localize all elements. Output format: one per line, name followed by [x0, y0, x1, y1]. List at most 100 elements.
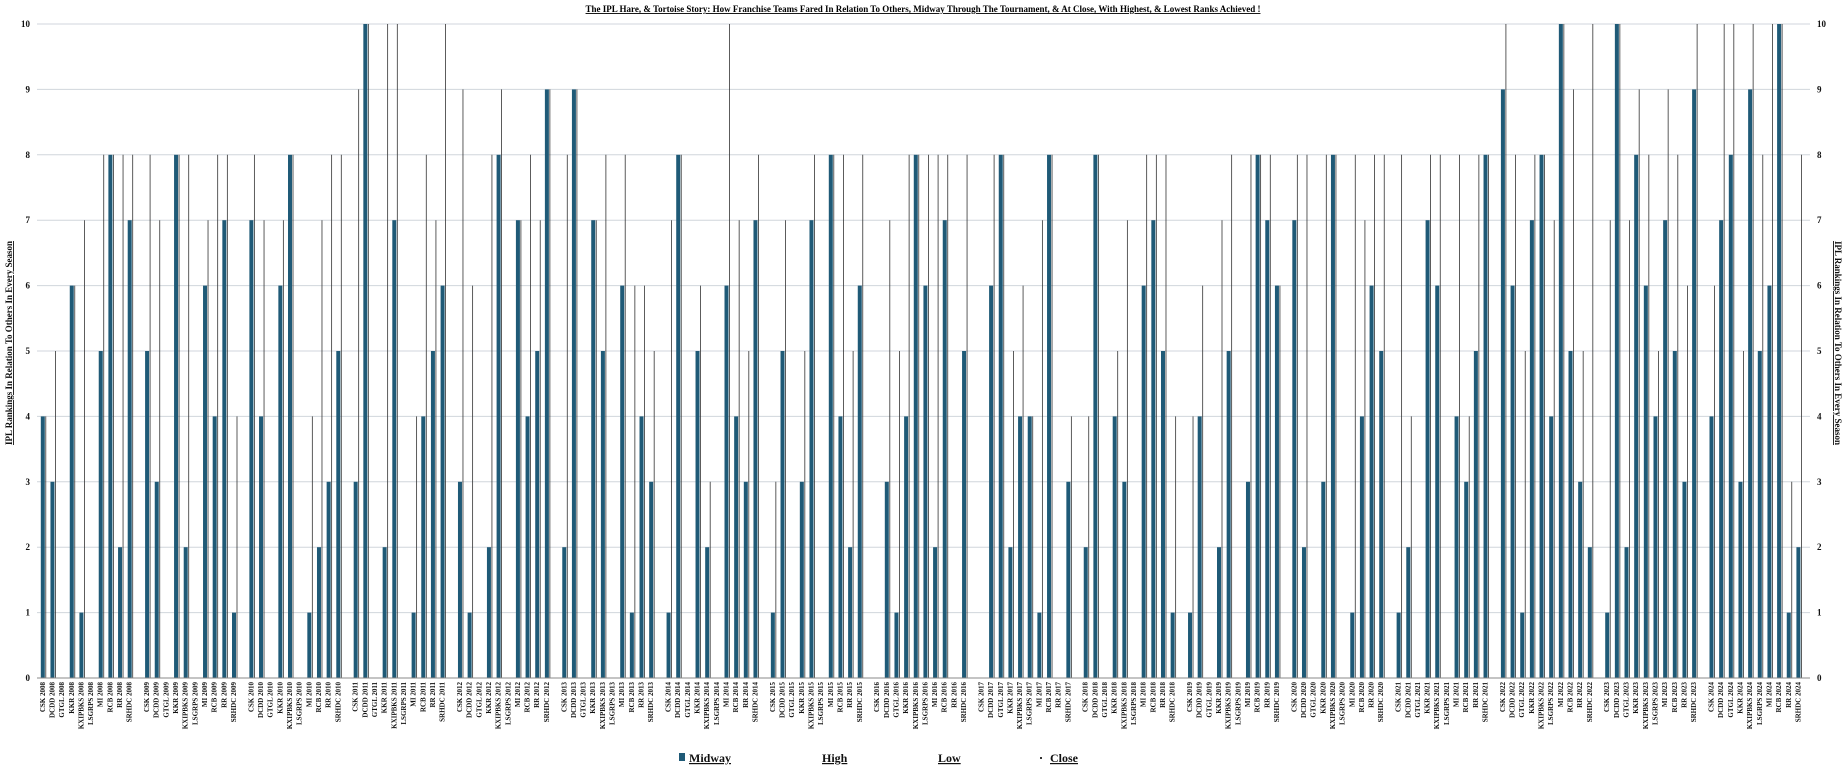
bar-midway-KKR-2019 [1217, 547, 1221, 678]
bar-midway-SRHDC-2008 [127, 220, 132, 678]
x-tick-KXIPBKS-2018: KXIPBKS 2018 [1120, 682, 1128, 730]
x-tick-RR-2012: RR 2012 [533, 682, 541, 708]
bar-midway-SRHDC-2021 [1483, 154, 1488, 679]
bar-midway-RR-2012 [535, 351, 540, 678]
x-tick-SRHDC-2017: SRHDC 2017 [1064, 682, 1072, 723]
x-tick-CSK-2018: CSK 2018 [1082, 682, 1090, 713]
bar-midway-MI-2011 [411, 612, 416, 678]
bar-midway-DCDD-2013 [571, 89, 576, 678]
bar-midway-MI-2021 [1454, 416, 1459, 678]
x-tick-RCB-2008: RCB 2008 [106, 682, 114, 713]
x-tick-LSGRPS-2013: LSGRPS 2013 [609, 682, 617, 725]
x-tick-CSK-2012: CSK 2012 [456, 682, 464, 713]
bar-midway-MI-2012 [515, 220, 520, 678]
x-tick-RR-2019: RR 2019 [1263, 682, 1271, 708]
bar-midway-MI-2022 [1558, 24, 1563, 678]
x-tick-SRHDC-2013: SRHDC 2013 [647, 682, 655, 723]
legend-midway-swatch [679, 753, 685, 761]
x-tick-RR-2021: RR 2021 [1472, 682, 1480, 708]
bar-midway-DCDD-2008 [50, 481, 55, 678]
x-tick-KKR-2022: KKR 2022 [1528, 682, 1536, 714]
x-tick-SRHDC-2016: SRHDC 2016 [960, 682, 968, 723]
bar-midway-CSK-2022 [1500, 89, 1505, 678]
bar-midway-KKR-2024 [1738, 481, 1743, 678]
x-tick-DCDD-2012: DCDD 2012 [466, 682, 474, 718]
bar-midway-CSK-2018 [1083, 547, 1088, 678]
x-tick-RR-2008: RR 2008 [116, 682, 124, 708]
bar-midway-SRHDC-2016 [962, 351, 967, 678]
bar-midway-RCB-2024 [1777, 24, 1782, 678]
bar-midway-DCDD-2017 [989, 285, 994, 678]
bar-midway-KXIPBKS-2010 [288, 154, 293, 679]
bar-midway-KKR-2013 [591, 220, 596, 678]
x-tick-GTGL-2010: GTGL 2010 [267, 682, 275, 718]
bar-midway-SRHDC-2017 [1066, 481, 1071, 678]
bar-midway-SRHDC-2024 [1796, 547, 1801, 678]
bar-midway-KXIPBKS-2017 [1018, 416, 1023, 678]
x-tick-RR-2017: RR 2017 [1055, 682, 1063, 708]
y-axis-left-ticks: 0 1 2 3 4 5 6 7 8 9 10 [21, 19, 31, 683]
x-tick-DCDD-2023: DCDD 2023 [1613, 682, 1621, 718]
bar-midway-RCB-2015 [838, 416, 843, 678]
bar-midway-SRHDC-2012 [544, 89, 549, 678]
x-tick-KKR-2017: KKR 2017 [1006, 682, 1014, 714]
bar-midway-KKR-2015 [799, 481, 804, 678]
y-tick-left-4: 4 [26, 411, 31, 421]
x-tick-LSGRPS-2015: LSGRPS 2015 [817, 682, 825, 725]
bar-midway-RCB-2013 [629, 612, 634, 678]
x-tick-DCDD-2016: DCDD 2016 [883, 682, 891, 718]
bar-midway-GTGL-2016 [894, 612, 899, 678]
x-tick-RR-2024: RR 2024 [1785, 682, 1793, 708]
bar-midway-KXIPBKS-2020 [1330, 154, 1335, 679]
y-tick-right-8: 8 [1817, 150, 1822, 160]
x-tick-GTGL-2014: GTGL 2014 [684, 682, 692, 718]
bar-midway-DCDD-2021 [1406, 547, 1411, 678]
x-tick-CSK-2013: CSK 2013 [560, 682, 568, 713]
bar-midway-KKR-2008 [69, 285, 74, 678]
x-tick-RR-2016: RR 2016 [950, 682, 958, 708]
x-tick-RCB-2017: RCB 2017 [1045, 682, 1053, 713]
bar-midway-CSK-2024 [1709, 416, 1714, 678]
bar-midway-SRHDC-2013 [649, 481, 654, 678]
x-tick-CSK-2010: CSK 2010 [247, 682, 255, 713]
x-tick-RCB-2009: RCB 2009 [211, 682, 219, 713]
x-tick-KXIPBKS-2019: KXIPBKS 2019 [1225, 682, 1233, 730]
x-tick-MI-2018: MI 2018 [1140, 682, 1148, 708]
x-tick-LSGRPS-2018: LSGRPS 2018 [1130, 682, 1138, 725]
bar-midway-KXIPBKS-2023 [1643, 285, 1648, 678]
x-tick-DCDD-2021: DCDD 2021 [1404, 682, 1412, 718]
x-tick-RCB-2019: RCB 2019 [1254, 682, 1262, 713]
bar-midway-RR-2020 [1369, 285, 1374, 678]
bar-midway-KXIPBKS-2011 [392, 220, 397, 678]
bar-midway-DCDD-2014 [676, 154, 681, 679]
x-tick-DCDD-2008: DCDD 2008 [48, 682, 56, 718]
bar-midway-MI-2024 [1767, 285, 1772, 678]
x-tick-KKR-2023: KKR 2023 [1632, 682, 1640, 714]
bar-midway-GTGL-2017 [998, 154, 1003, 679]
x-tick-SRHDC-2011: SRHDC 2011 [439, 682, 447, 722]
y-tick-left-5: 5 [26, 346, 31, 356]
x-tick-RCB-2020: RCB 2020 [1358, 682, 1366, 713]
bar-midway-KXIPBKS-2014 [705, 547, 710, 678]
x-tick-LSGRPS-2012: LSGRPS 2012 [504, 682, 512, 725]
x-tick-GTGL-2015: GTGL 2015 [788, 682, 796, 718]
series-midway [40, 24, 1801, 679]
x-tick-SRHDC-2023: SRHDC 2023 [1690, 682, 1698, 723]
y-tick-right-6: 6 [1817, 281, 1822, 291]
x-tick-KKR-2015: KKR 2015 [798, 682, 806, 714]
bar-midway-RCB-2012 [525, 416, 530, 678]
bar-midway-RCB-2016 [942, 220, 947, 678]
x-tick-KKR-2019: KKR 2019 [1215, 682, 1223, 714]
x-tick-KXIPBKS-2012: KXIPBKS 2012 [495, 682, 503, 730]
bar-midway-RR-2014 [743, 481, 748, 678]
bar-midway-KKR-2014 [695, 351, 700, 678]
x-tick-RR-2011: RR 2011 [429, 682, 437, 708]
x-tick-RR-2018: RR 2018 [1159, 682, 1167, 708]
x-tick-GTGL-2008: GTGL 2008 [58, 682, 66, 718]
bar-midway-MI-2018 [1141, 285, 1146, 678]
x-tick-GTGL-2011: GTGL 2011 [371, 682, 379, 718]
bar-midway-RCB-2011 [421, 416, 426, 678]
bar-midway-CSK-2011 [353, 481, 358, 678]
bar-midway-KXIPBKS-2018 [1122, 481, 1127, 678]
x-tick-CSK-2015: CSK 2015 [769, 682, 777, 713]
